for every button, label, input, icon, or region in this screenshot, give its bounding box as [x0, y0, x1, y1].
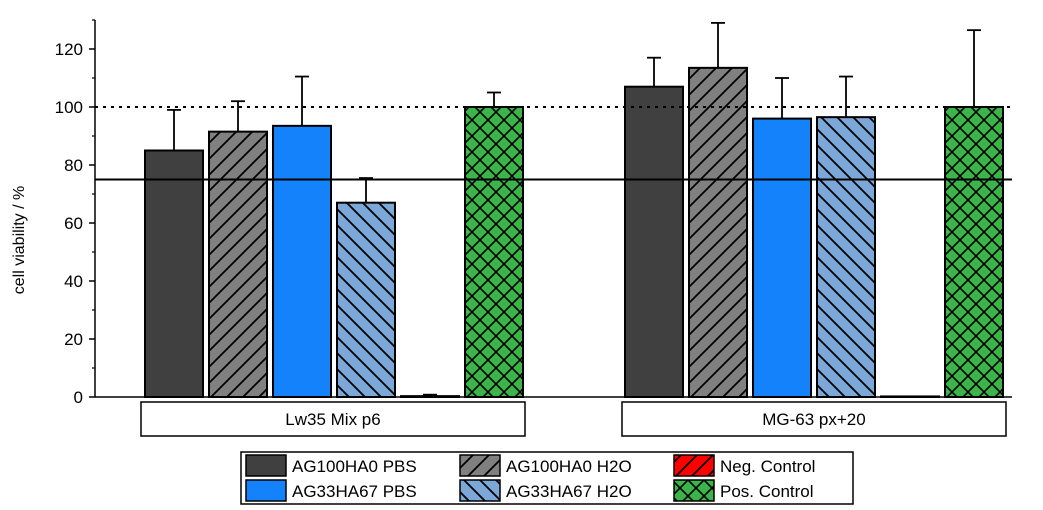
- legend-label: Pos. Control: [720, 482, 814, 501]
- y-axis: 0 20 40 60 80 100 120: [55, 19, 96, 407]
- bar-hatch: [945, 107, 1003, 397]
- y-tick-label: 40: [64, 272, 83, 291]
- y-tick-label: 100: [55, 98, 83, 117]
- group-label: Lw35 Mix p6: [285, 410, 380, 429]
- bar-hatch: [689, 67, 747, 397]
- bar-hatch: [465, 107, 523, 397]
- group-label-box: [621, 401, 1007, 437]
- bar-hatch: [401, 396, 459, 397]
- bar-hatch: [881, 396, 939, 397]
- y-tick-label: 0: [74, 388, 83, 407]
- legend-swatch: [245, 454, 287, 477]
- legend-swatch-hatch: [674, 480, 714, 501]
- legend-label: AG33HA67 PBS: [292, 482, 417, 501]
- bar: [272, 124, 332, 398]
- legend-swatch-hatch: [460, 455, 500, 476]
- legend-swatch-hatch: [674, 455, 714, 476]
- bar: [752, 117, 812, 398]
- y-tick-label: 120: [55, 40, 83, 59]
- legend-swatch-hatch: [460, 480, 500, 501]
- y-tick-label: 80: [64, 156, 83, 175]
- legend-box: [240, 451, 854, 505]
- bar-hatch: [817, 117, 875, 398]
- y-tick-label: 60: [64, 214, 83, 233]
- group-labels: Lw35 Mix p6 MG-63 px+20: [140, 401, 1007, 437]
- legend: AG100HA0 PBS AG100HA0 H2O Neg. Control AG33…: [240, 451, 854, 505]
- bar: [144, 149, 204, 398]
- legend-label: AG33HA67 H2O: [506, 482, 632, 501]
- legend-swatch: [245, 479, 287, 502]
- legend-label: AG100HA0 H2O: [506, 457, 632, 476]
- bar-hatch: [209, 131, 267, 397]
- plot-area: [95, 21, 1012, 399]
- legend-label: AG100HA0 PBS: [292, 457, 417, 476]
- group-label-box: [140, 401, 526, 437]
- legend-label: Neg. Control: [720, 457, 815, 476]
- bar-hatch: [337, 202, 395, 397]
- y-tick-label: 20: [64, 330, 83, 349]
- y-axis-label: cell viability / %: [11, 186, 28, 294]
- group-label: MG-63 px+20: [762, 410, 865, 429]
- bar: [624, 85, 684, 398]
